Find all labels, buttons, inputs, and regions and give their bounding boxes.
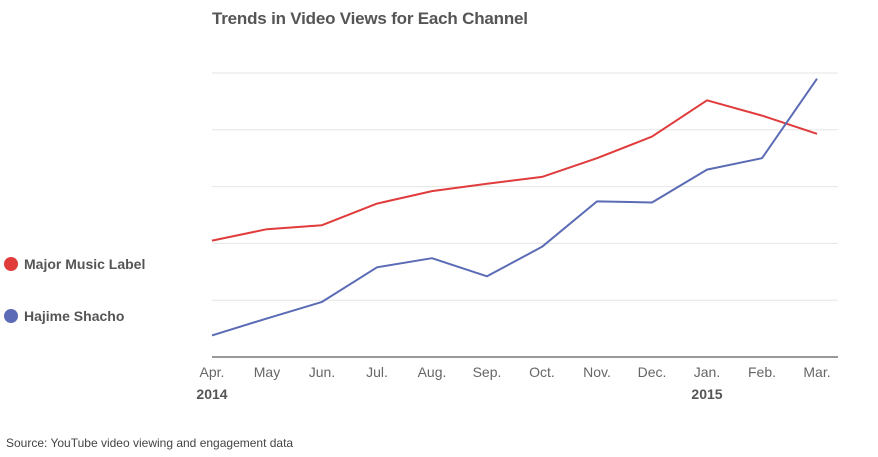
- legend-swatch: [4, 257, 18, 271]
- series-lines: [211, 78, 818, 337]
- legend-item-major-music-label: Major Music Label: [4, 256, 145, 272]
- x-tick-label: Oct.: [529, 364, 555, 380]
- legend-swatch: [4, 309, 18, 323]
- year-label: 2014: [196, 386, 227, 402]
- legend-item-hajime-shacho: Hajime Shacho: [4, 308, 124, 324]
- x-tick-label: Mar.: [803, 364, 830, 380]
- x-tick-label: Apr.: [200, 364, 225, 380]
- legend-label: Major Music Label: [24, 256, 146, 272]
- x-tick-label: Jan.: [694, 364, 720, 380]
- x-tick-label: May: [254, 364, 280, 380]
- x-tick-label: Aug.: [418, 364, 447, 380]
- year-label: 2015: [691, 386, 722, 402]
- x-tick-label: Sep.: [473, 364, 502, 380]
- series-line-hajime-shacho: [211, 78, 818, 337]
- x-tick-label: Feb.: [748, 364, 776, 380]
- series-line-major-music-label: [211, 99, 818, 242]
- x-tick-label: Dec.: [638, 364, 667, 380]
- x-tick-label: Jun.: [309, 364, 335, 380]
- chart-title: Trends in Video Views for Each Channel: [212, 9, 528, 28]
- legend-label: Hajime Shacho: [24, 308, 125, 324]
- gridlines: [212, 72, 838, 358]
- x-tick-label: Nov.: [583, 364, 611, 380]
- x-tick-label: Jul.: [366, 364, 388, 380]
- source-note: Source: YouTube video viewing and engage…: [6, 436, 294, 450]
- x-axis-tick-labels: Apr. May Jun. Jul. Aug. Sep. Oct. Nov. Dec. Jan. F…: [196, 364, 830, 402]
